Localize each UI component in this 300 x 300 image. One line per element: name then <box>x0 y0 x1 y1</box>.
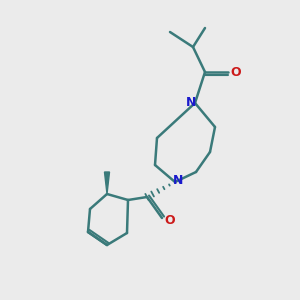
Text: O: O <box>165 214 175 227</box>
Text: N: N <box>173 175 183 188</box>
Text: O: O <box>231 65 241 79</box>
Text: N: N <box>186 95 196 109</box>
Polygon shape <box>104 172 110 194</box>
